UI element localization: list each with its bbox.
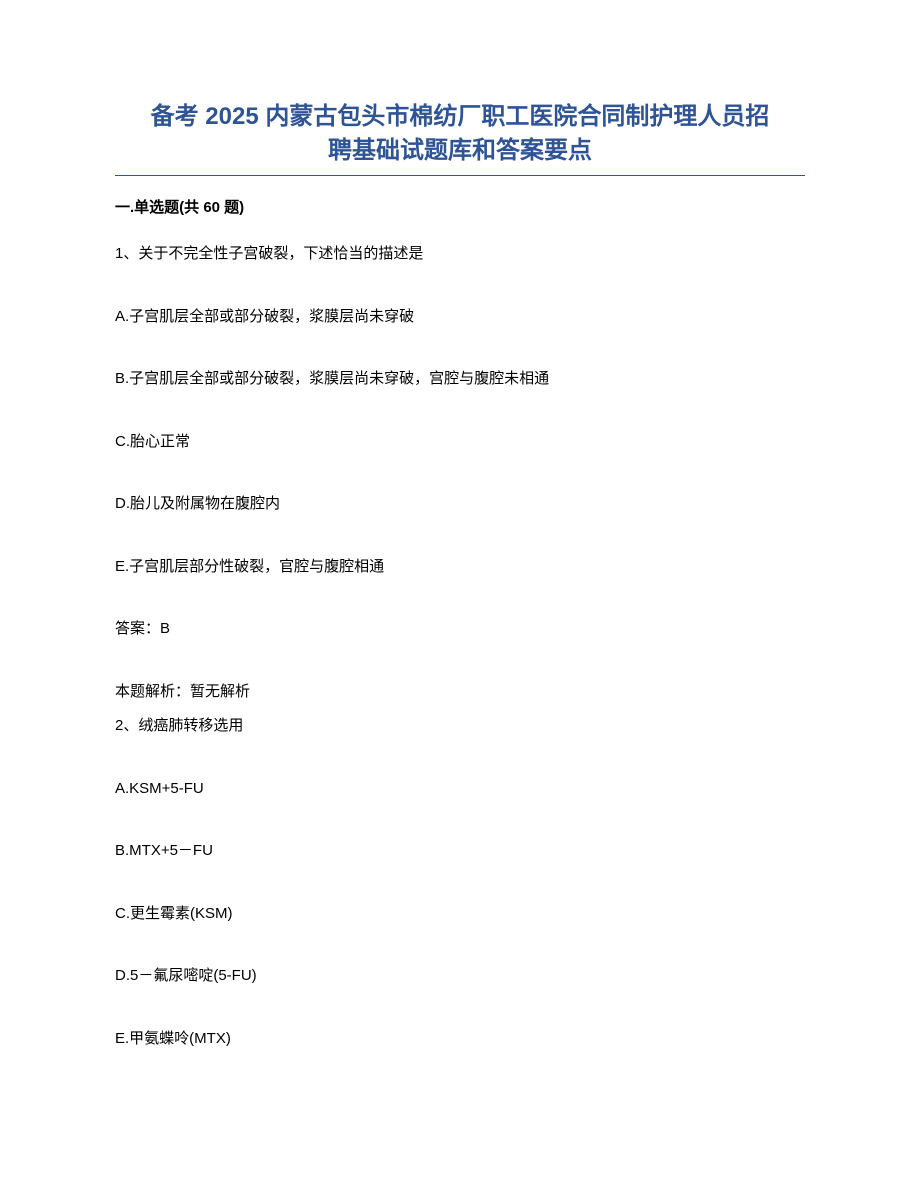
question-2-option-e: E.甲氨蝶呤(MTX) bbox=[115, 1028, 805, 1051]
question-2-option-a: A.KSM+5-FU bbox=[115, 778, 805, 801]
question-1-option-e: E.子宫肌层部分性破裂，官腔与腹腔相通 bbox=[115, 556, 805, 579]
question-1-option-a: A.子宫肌层全部或部分破裂，浆膜层尚未穿破 bbox=[115, 306, 805, 329]
title-line-1: 备考 2025 内蒙古包头市棉纺厂职工医院合同制护理人员招 bbox=[115, 100, 805, 134]
question-2-text: 2、绒癌肺转移选用 bbox=[115, 715, 805, 738]
question-1-content: 关于不完全性子宫破裂，下述恰当的描述是 bbox=[138, 245, 423, 262]
title-divider bbox=[115, 175, 805, 176]
question-1-option-b: B.子宫肌层全部或部分破裂，浆膜层尚未穿破，宫腔与腹腔未相通 bbox=[115, 368, 805, 391]
question-1-option-d: D.胎儿及附属物在腹腔内 bbox=[115, 493, 805, 516]
question-2-option-c: C.更生霉素(KSM) bbox=[115, 903, 805, 926]
question-1-text: 1、关于不完全性子宫破裂，下述恰当的描述是 bbox=[115, 243, 805, 266]
question-2-option-d: D.5－氟尿嘧啶(5-FU) bbox=[115, 965, 805, 988]
document-title: 备考 2025 内蒙古包头市棉纺厂职工医院合同制护理人员招 聘基础试题库和答案要… bbox=[115, 100, 805, 167]
question-1-answer: 答案：B bbox=[115, 618, 805, 641]
title-line-2: 聘基础试题库和答案要点 bbox=[115, 134, 805, 168]
question-2-content: 绒癌肺转移选用 bbox=[138, 717, 243, 734]
question-2-option-b: B.MTX+5－FU bbox=[115, 840, 805, 863]
question-1-option-c: C.胎心正常 bbox=[115, 431, 805, 454]
section-header: 一.单选题(共 60 题) bbox=[115, 196, 805, 217]
question-1-number: 1、 bbox=[115, 245, 138, 262]
question-1-explanation: 本题解析：暂无解析 bbox=[115, 681, 805, 704]
question-2-number: 2、 bbox=[115, 717, 138, 734]
